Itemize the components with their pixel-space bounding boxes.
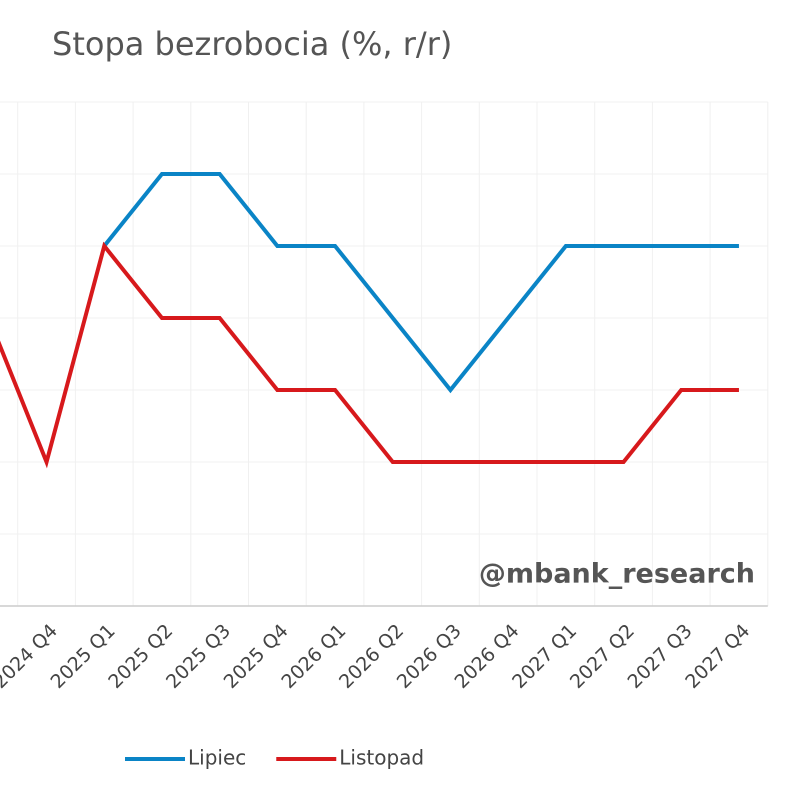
line-series <box>0 241 739 469</box>
chart-title: Stopa bezrobocia (%, r/r) <box>52 25 452 63</box>
watermark: @mbank_research <box>479 559 755 590</box>
legend-label: Listopad <box>339 746 424 770</box>
x-tick-label: 2027 Q4 <box>681 620 754 693</box>
legend-label: Lipiec <box>188 746 246 770</box>
line-series <box>102 172 739 394</box>
